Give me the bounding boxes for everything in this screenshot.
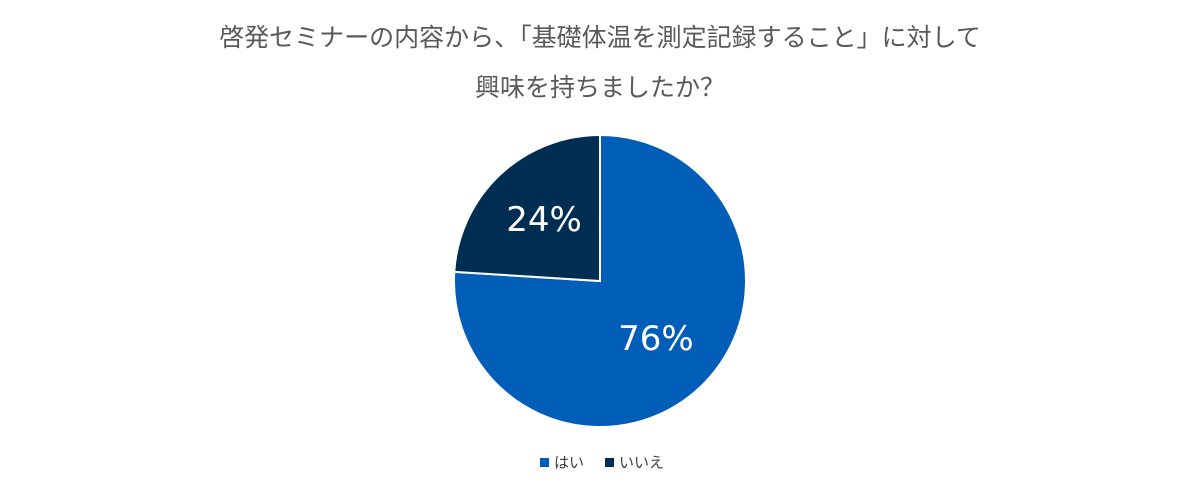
legend-swatch-yes (540, 458, 549, 467)
legend-label-no: いいえ (619, 454, 664, 472)
chart-title-line-1: 啓発セミナーの内容から、「基礎体温を測定記録すること」に対して (219, 23, 981, 52)
legend: はい いいえ (540, 454, 664, 472)
pie-slices (453, 133, 747, 428)
chart-title-line-2: 興味を持ちましたか？ (475, 73, 725, 102)
slice-label-yes: 76% (618, 319, 694, 359)
pie-slice-no (453, 133, 601, 283)
slice-label-no: 24% (506, 200, 582, 240)
legend-swatch-no (605, 458, 614, 467)
legend-label-yes: はい (554, 454, 584, 472)
